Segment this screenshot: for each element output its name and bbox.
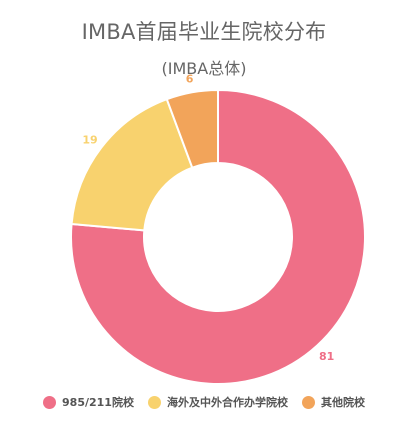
data-labels: 81 19 6 [82,73,334,363]
legend-item-overseas-joint[interactable]: 海外及中外合作办学院校 [147,394,288,410]
donut-slices [70,88,366,385]
data-label-other: 6 [186,73,194,86]
data-label-overseas-joint: 19 [82,133,97,146]
chart-legend: 985/211院校 海外及中外合作办学院校 其他院校 [0,392,408,412]
legend-swatch [301,395,315,409]
chart-subtitle: (IMBA总体) [161,59,247,78]
legend-item-985-211[interactable]: 985/211院校 [43,394,134,410]
slice-overseas-joint[interactable] [70,97,194,232]
legend-item-other[interactable]: 其他院校 [301,394,365,410]
legend-label: 其他院校 [320,396,365,409]
legend-label: 海外及中外合作办学院校 [166,396,288,409]
data-label-985-211: 81 [319,350,334,363]
legend-swatch [147,395,161,409]
slice-985-211[interactable] [70,88,366,385]
slice-other[interactable] [165,88,219,169]
legend-swatch [43,395,57,409]
chart-title: IMBA首届毕业生院校分布 [81,20,327,44]
legend-label: 985/211院校 [62,396,134,409]
